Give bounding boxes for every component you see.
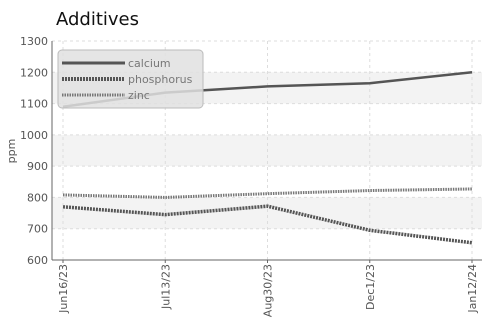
y-tick-label: 900 xyxy=(27,160,48,173)
x-tick-label: Dec1/23 xyxy=(364,264,377,310)
background-band xyxy=(52,197,482,229)
chart-title: Additives xyxy=(56,9,139,30)
x-tick-label: Jun16/23 xyxy=(57,264,70,314)
series-line-zinc xyxy=(62,187,473,199)
x-tick-label: Jul13/23 xyxy=(159,264,172,310)
x-tick-label: Jan12/24 xyxy=(466,264,479,314)
x-tick-labels: Jun16/23 Jul13/23 Aug30/23 Dec1/23 Jan12/24 xyxy=(57,260,479,317)
legend: calcium phosphorus zinc xyxy=(57,49,204,109)
y-axis-label: ppm xyxy=(5,139,18,164)
x-tick-label: Aug30/23 xyxy=(262,264,275,317)
y-tick-label: 600 xyxy=(27,254,48,267)
legend-label-zinc: zinc xyxy=(128,89,150,102)
y-tick-label: 1300 xyxy=(20,35,48,48)
legend-label-phosphorus: phosphorus xyxy=(128,73,193,86)
y-tick-labels: 600 700 800 900 1000 1100 1200 1300 xyxy=(20,35,48,267)
y-tick-label: 1200 xyxy=(20,66,48,79)
y-tick-label: 700 xyxy=(27,223,48,236)
y-tick-label: 1000 xyxy=(20,129,48,142)
y-tick-label: 800 xyxy=(27,191,48,204)
series-line-phosphorus xyxy=(62,204,473,245)
legend-label-calcium: calcium xyxy=(128,57,171,70)
y-tick-label: 1100 xyxy=(20,98,48,111)
